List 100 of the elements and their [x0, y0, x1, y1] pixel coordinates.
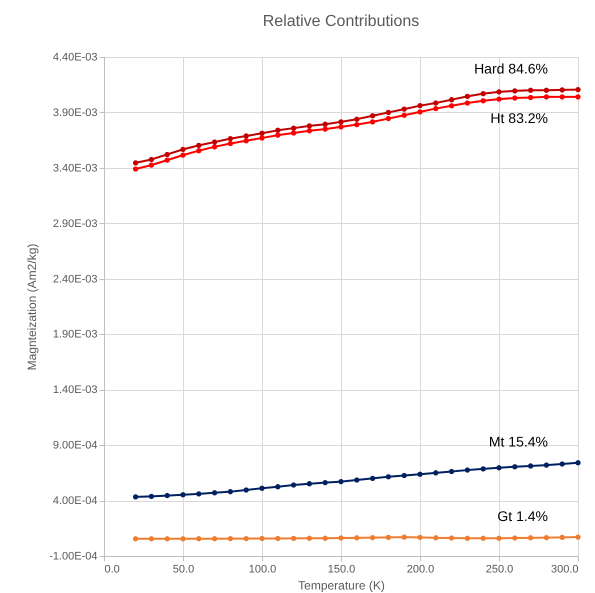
point [212, 144, 218, 150]
point [196, 142, 202, 148]
point [275, 536, 280, 542]
point [354, 116, 360, 122]
point [338, 124, 344, 130]
point [180, 152, 186, 158]
point [148, 162, 154, 168]
point [259, 135, 265, 141]
point [132, 494, 138, 500]
point [575, 460, 581, 466]
point [417, 472, 423, 477]
point [275, 132, 280, 138]
point [322, 122, 328, 127]
point [306, 536, 312, 541]
point [228, 536, 234, 542]
point [528, 94, 534, 100]
point [322, 126, 328, 132]
point [560, 94, 565, 100]
series-label: Gt 1.4% [497, 508, 548, 524]
point [544, 534, 550, 540]
point [417, 534, 423, 540]
point [290, 130, 296, 136]
point [228, 136, 234, 142]
point [496, 536, 502, 541]
point [560, 461, 565, 467]
point [180, 536, 186, 542]
point [544, 88, 550, 93]
point [448, 535, 454, 541]
point [259, 130, 265, 136]
point [244, 133, 249, 139]
point [354, 477, 360, 483]
point [290, 482, 296, 488]
point [212, 536, 218, 542]
point [448, 97, 454, 102]
point [370, 119, 376, 125]
point [290, 126, 296, 131]
point [370, 113, 376, 118]
point [575, 94, 581, 100]
point [512, 535, 518, 541]
y-tick-label: 2.90E-03 [52, 218, 98, 230]
point [275, 484, 280, 490]
point [575, 534, 581, 540]
point [512, 95, 518, 101]
point [480, 536, 486, 541]
y-tick-label: 3.90E-03 [52, 106, 98, 119]
point [164, 536, 170, 542]
point [275, 128, 280, 133]
x-tick-label: 250.0 [486, 564, 514, 576]
point [306, 481, 312, 486]
point [433, 470, 438, 476]
series-label: Hard 84.6% [474, 60, 548, 77]
point [164, 492, 170, 498]
point [354, 122, 360, 128]
point [448, 468, 454, 474]
y-tick-label: 1.90E-03 [52, 328, 98, 341]
point [306, 123, 312, 129]
y-axis-title: Magnteization (Am2/kg) [25, 244, 40, 370]
point [433, 106, 438, 112]
point [164, 157, 170, 163]
point [322, 480, 328, 486]
point [386, 534, 392, 540]
point [496, 96, 502, 102]
point [196, 148, 202, 154]
point [544, 462, 550, 468]
point [480, 98, 486, 104]
point [180, 146, 186, 152]
point [212, 490, 218, 496]
point [386, 474, 392, 480]
point [322, 536, 328, 541]
y-tick-label: -1.00E-04 [49, 550, 98, 562]
point [544, 94, 550, 100]
point [244, 138, 249, 144]
point [386, 110, 392, 116]
point [464, 467, 470, 473]
y-tick-label: 3.40E-03 [52, 162, 98, 174]
point [402, 112, 407, 118]
point [148, 156, 154, 162]
point [244, 487, 249, 493]
point [228, 140, 234, 146]
point [464, 94, 470, 100]
point [148, 494, 154, 499]
point [132, 536, 138, 542]
point [512, 464, 518, 470]
point [164, 152, 170, 158]
y-tick-label: 4.40E-03 [52, 52, 98, 64]
point [528, 535, 534, 540]
point [464, 100, 470, 106]
y-tick-label: 1.40E-03 [52, 384, 98, 396]
x-tick-label: 50.0 [172, 564, 194, 576]
point [244, 536, 249, 542]
y-tick-label: 9.00E-04 [52, 440, 98, 452]
point [512, 88, 518, 94]
point [196, 536, 202, 542]
point [386, 116, 392, 122]
point [338, 119, 344, 125]
point [212, 139, 218, 145]
point [228, 489, 234, 494]
point [338, 535, 344, 541]
x-tick-label: 200.0 [406, 564, 434, 576]
x-tick-label: 0.0 [104, 564, 120, 576]
